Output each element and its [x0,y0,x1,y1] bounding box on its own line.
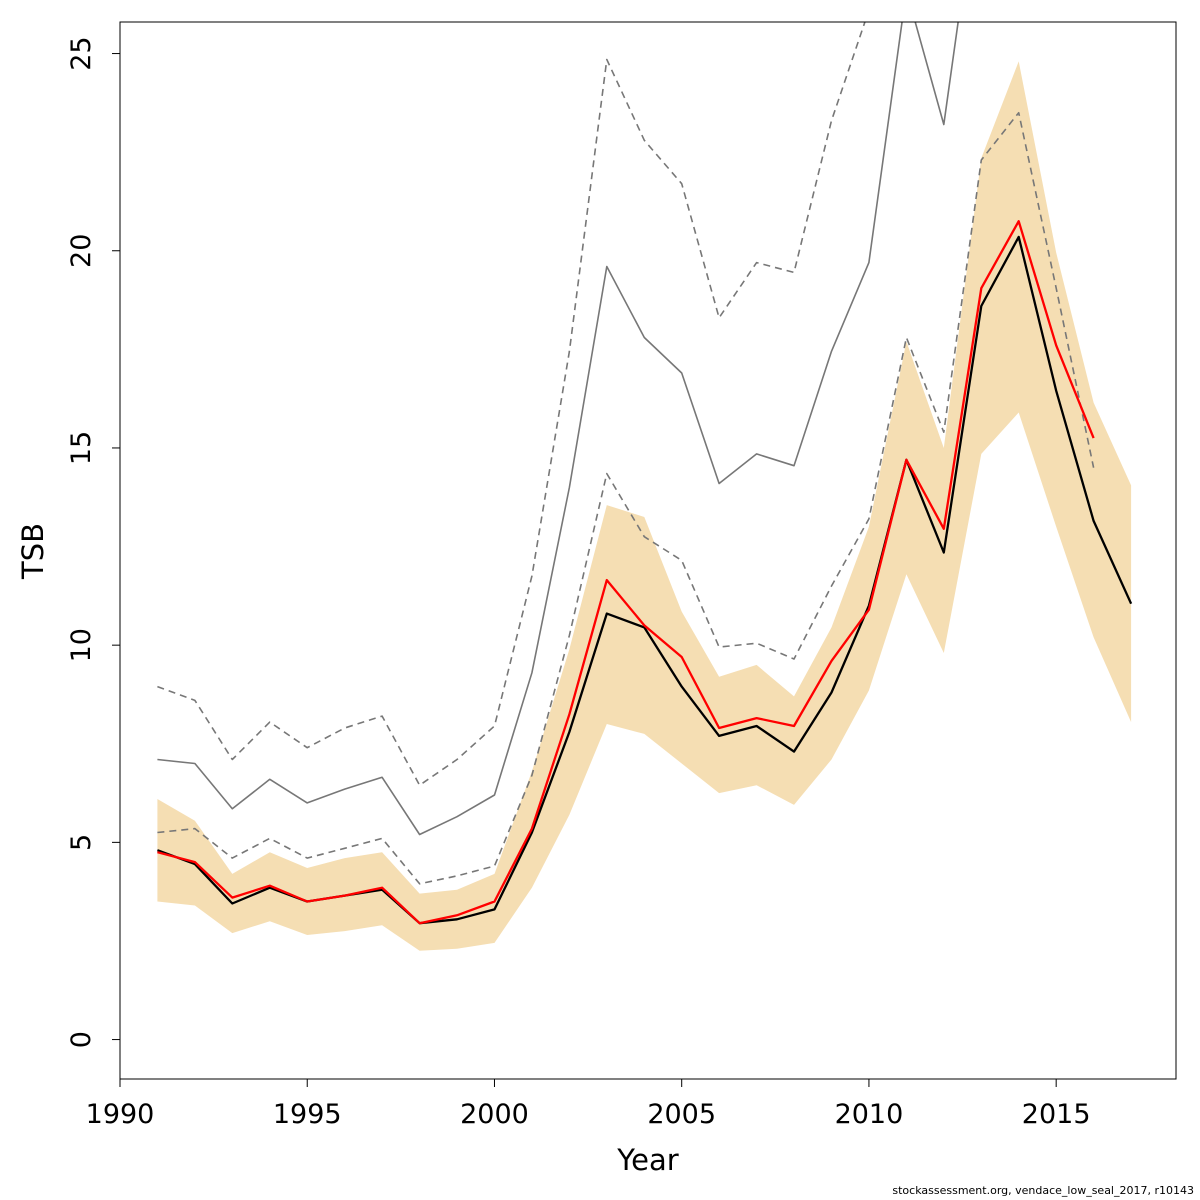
x-tick-label-2015: 2015 [1022,1099,1091,1130]
confidence-band [157,61,1132,951]
footnote: stockassessment.org, vendace_low_seal_20… [892,1184,1194,1197]
x-axis-title: Year [616,1143,678,1177]
y-tick-label-25: 25 [66,36,97,70]
x-axis: 1990 1995 2000 2005 2010 2015 [86,1078,1091,1130]
series-line-gray-estimate [157,22,959,836]
x-tick-label-1990: 1990 [86,1099,155,1130]
y-tick-label-0: 0 [66,1031,97,1048]
series-line-retrospective-run [157,220,1095,925]
x-tick-label-2005: 2005 [647,1099,716,1130]
y-tick-label-15: 15 [66,431,97,465]
series-line-gray-lower-bound [157,111,1095,885]
series-line-gray-upper-bound [157,22,866,787]
y-tick-label-10: 10 [66,628,97,662]
x-tick-label-1995: 1995 [273,1099,342,1130]
y-tick-label-20: 20 [66,234,97,268]
x-tick-label-2010: 2010 [835,1099,904,1130]
x-tick-label-2000: 2000 [460,1099,529,1130]
y-axis-title: TSB [16,523,50,580]
y-tick-label-5: 5 [66,834,97,851]
y-axis: 0 5 10 15 20 25 [66,36,121,1048]
